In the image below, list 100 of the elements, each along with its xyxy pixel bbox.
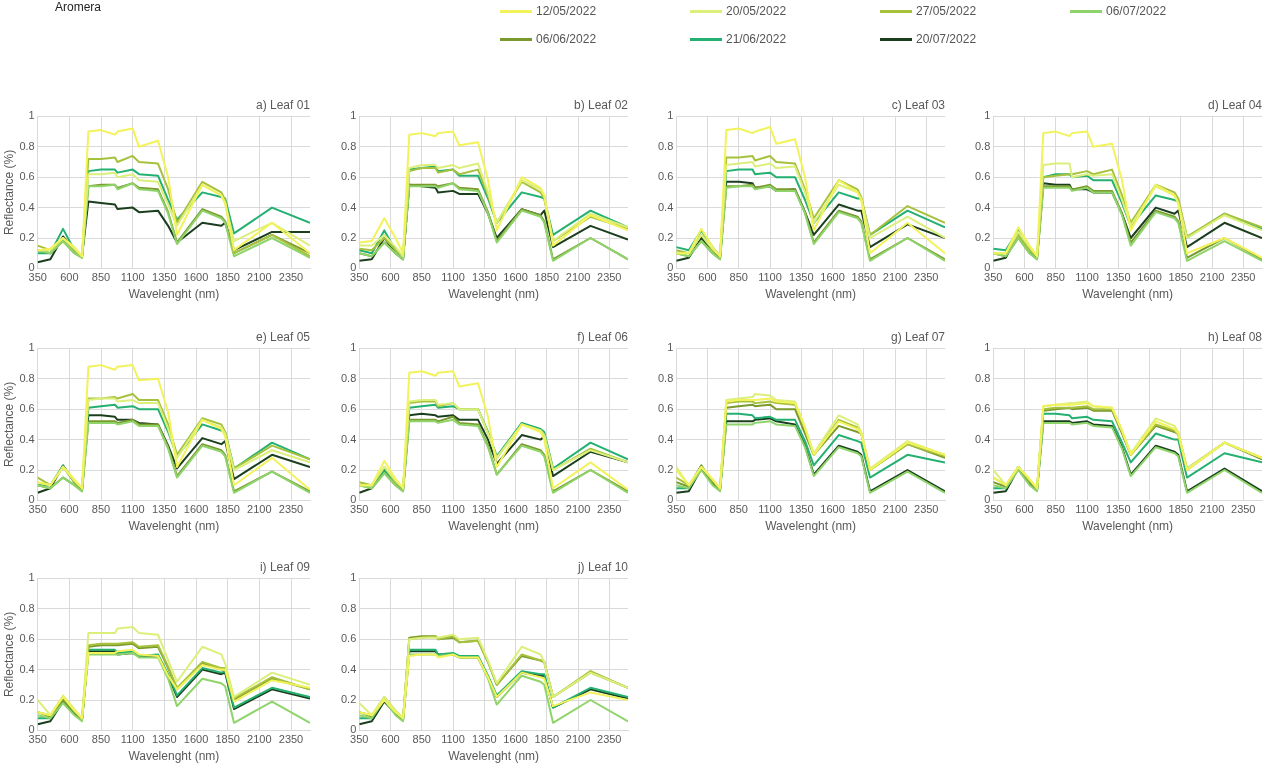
y-tick-label: 0.2 [19, 231, 35, 244]
x-tick-label: 2350 [278, 503, 304, 516]
x-tick-label: 1100 [441, 503, 465, 516]
x-tick-label: 2350 [1231, 503, 1256, 516]
y-tick-label: 0.8 [340, 139, 357, 152]
x-tick-label: 1350 [1106, 503, 1131, 516]
x-tick-label: 850 [91, 733, 111, 746]
x-tick-label: 2350 [1231, 271, 1256, 284]
x-tick-label: 600 [1015, 503, 1034, 516]
y-tick-label: 0.6 [657, 170, 674, 183]
x-tick-label: 1100 [441, 733, 465, 746]
legend-label: 06/07/2022 [1106, 4, 1167, 18]
y-tick-label: 0.8 [657, 139, 674, 152]
y-tick-label: 0 [350, 261, 357, 274]
y-axis-title: Reflectance (%) [1, 611, 16, 698]
y-tick-label: 0.4 [340, 200, 357, 213]
y-tick-label: 0.2 [340, 463, 357, 476]
x-tick-label: 1100 [1075, 503, 1099, 516]
x-tick-label: 1600 [503, 733, 528, 746]
x-tick-label: 1350 [789, 271, 814, 284]
x-tick-label: 1600 [820, 503, 845, 516]
y-tick-label: 1 [350, 109, 357, 122]
x-tick-label: 850 [91, 503, 111, 516]
x-tick-label: 1850 [534, 271, 559, 284]
x-tick-label: 1850 [534, 733, 559, 746]
legend-label: 20/05/2022 [726, 4, 787, 18]
x-tick-label: 1100 [758, 503, 782, 516]
legend-label: 06/06/2022 [536, 32, 597, 46]
x-tick-label: 1350 [472, 733, 497, 746]
x-tick-label: 1850 [1168, 271, 1193, 284]
y-tick-label: 0.6 [657, 402, 674, 415]
chart-title: d) Leaf 04 [1207, 97, 1263, 112]
y-tick-label: 0.8 [19, 371, 35, 384]
x-tick-label: 1850 [851, 503, 876, 516]
y-tick-label: 0.8 [19, 139, 35, 152]
chart-title: i) Leaf 09 [259, 559, 311, 574]
chart-title: h) Leaf 08 [1207, 329, 1263, 344]
chart-title: j) Leaf 10 [576, 559, 629, 574]
x-tick-label: 2100 [882, 503, 908, 516]
x-tick-label: 1850 [215, 271, 240, 284]
x-tick-label: 1600 [183, 733, 209, 746]
x-tick-label: 1100 [1075, 271, 1099, 284]
x-tick-label: 2100 [247, 271, 272, 284]
x-tick-label: 350 [350, 503, 369, 516]
x-tick-label: 1100 [120, 271, 145, 284]
x-tick-label: 850 [729, 503, 748, 516]
x-tick-label: 350 [28, 503, 47, 516]
y-tick-label: 0 [350, 723, 357, 736]
y-tick-label: 0 [984, 493, 991, 506]
y-tick-label: 0.6 [19, 402, 35, 415]
y-tick-label: 0.4 [340, 662, 357, 675]
chart-title: f) Leaf 06 [577, 329, 629, 344]
y-tick-label: 0.8 [657, 371, 674, 384]
y-tick-label: 0.2 [657, 231, 674, 244]
y-tick-label: 0.4 [657, 200, 674, 213]
y-tick-label: 0.2 [340, 231, 357, 244]
y-tick-label: 0.2 [974, 463, 991, 476]
x-tick-label: 2350 [597, 733, 622, 746]
x-tick-label: 1350 [1106, 271, 1131, 284]
x-tick-label: 1850 [1168, 503, 1193, 516]
y-tick-label: 0 [667, 261, 674, 274]
x-tick-label: 1350 [152, 503, 177, 516]
x-tick-label: 350 [667, 503, 686, 516]
y-tick-label: 1 [350, 341, 357, 354]
y-tick-label: 1 [984, 109, 991, 122]
x-tick-label: 600 [1015, 271, 1034, 284]
y-tick-label: 0.4 [19, 662, 35, 675]
x-tick-label: 600 [60, 271, 79, 284]
x-tick-label: 600 [381, 733, 400, 746]
x-tick-label: 350 [350, 733, 369, 746]
x-axis-title: Wavelenght (nm) [1082, 519, 1174, 534]
x-tick-label: 600 [60, 503, 79, 516]
x-tick-label: 2100 [565, 271, 591, 284]
y-tick-label: 0.4 [974, 432, 991, 445]
y-tick-label: 1 [28, 571, 35, 584]
x-tick-label: 850 [412, 271, 431, 284]
x-tick-label: 350 [28, 271, 47, 284]
y-tick-label: 0.2 [974, 231, 991, 244]
x-tick-label: 1350 [152, 271, 177, 284]
x-tick-label: 600 [381, 271, 400, 284]
x-tick-label: 2350 [278, 271, 304, 284]
y-tick-label: 0 [350, 493, 357, 506]
x-tick-label: 2100 [565, 503, 591, 516]
x-axis-title: Wavelenght (nm) [448, 519, 540, 534]
x-tick-label: 1600 [1137, 271, 1162, 284]
chart-title: g) Leaf 07 [890, 329, 946, 344]
legend-label: 21/06/2022 [726, 32, 787, 46]
x-tick-label: 850 [1046, 271, 1065, 284]
x-tick-label: 600 [698, 271, 717, 284]
x-tick-label: 850 [91, 271, 111, 284]
legend-label: 12/05/2022 [536, 4, 597, 18]
x-tick-label: 1600 [820, 271, 845, 284]
y-tick-label: 0.6 [340, 632, 357, 645]
y-axis-title: Reflectance (%) [1, 381, 16, 468]
x-tick-label: 1350 [789, 503, 814, 516]
x-tick-label: 2100 [882, 271, 908, 284]
x-tick-label: 1100 [120, 503, 145, 516]
y-tick-label: 0 [984, 261, 991, 274]
x-tick-label: 1600 [183, 271, 209, 284]
y-tick-label: 0.8 [340, 601, 357, 614]
